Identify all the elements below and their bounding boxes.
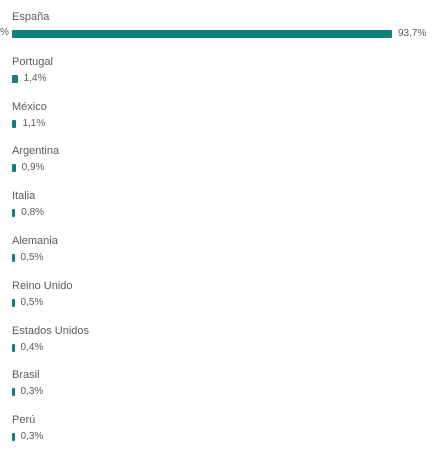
value-label: 93,7%: [398, 28, 427, 39]
bar: [12, 164, 16, 173]
bar: [12, 433, 15, 442]
bar: [12, 254, 15, 262]
value-label: 0,9%: [21, 162, 45, 174]
category-label: Portugal: [12, 55, 53, 68]
category-label: España: [12, 11, 50, 23]
bar: [12, 209, 16, 218]
bar: [12, 119, 17, 128]
category-label: Perú: [12, 414, 36, 427]
category-label: Italia: [12, 190, 36, 203]
bar: [12, 30, 392, 38]
category-label: México: [12, 100, 47, 113]
value-label: 1,4%: [23, 72, 47, 84]
value-label: 0,3%: [20, 386, 44, 398]
value-label: 0,8%: [21, 207, 45, 219]
bar: [12, 388, 15, 397]
bar: [12, 298, 15, 307]
value-label: 0,4%: [20, 341, 44, 353]
category-label: Argentina: [12, 145, 60, 158]
category-label: Reino Unido: [12, 279, 73, 292]
category-label: Alemania: [12, 235, 58, 247]
category-label: Brasil: [12, 369, 40, 382]
value-label: 1,1%: [22, 117, 46, 129]
value-label: 0,5%: [20, 252, 44, 263]
value-label: 0,3%: [20, 431, 44, 443]
value-label: 0,5%: [20, 296, 44, 308]
bar: [12, 343, 15, 352]
clipped-percent-sign: %: [0, 27, 9, 38]
category-label: Estados Unidos: [12, 324, 90, 337]
bar: [12, 74, 18, 83]
